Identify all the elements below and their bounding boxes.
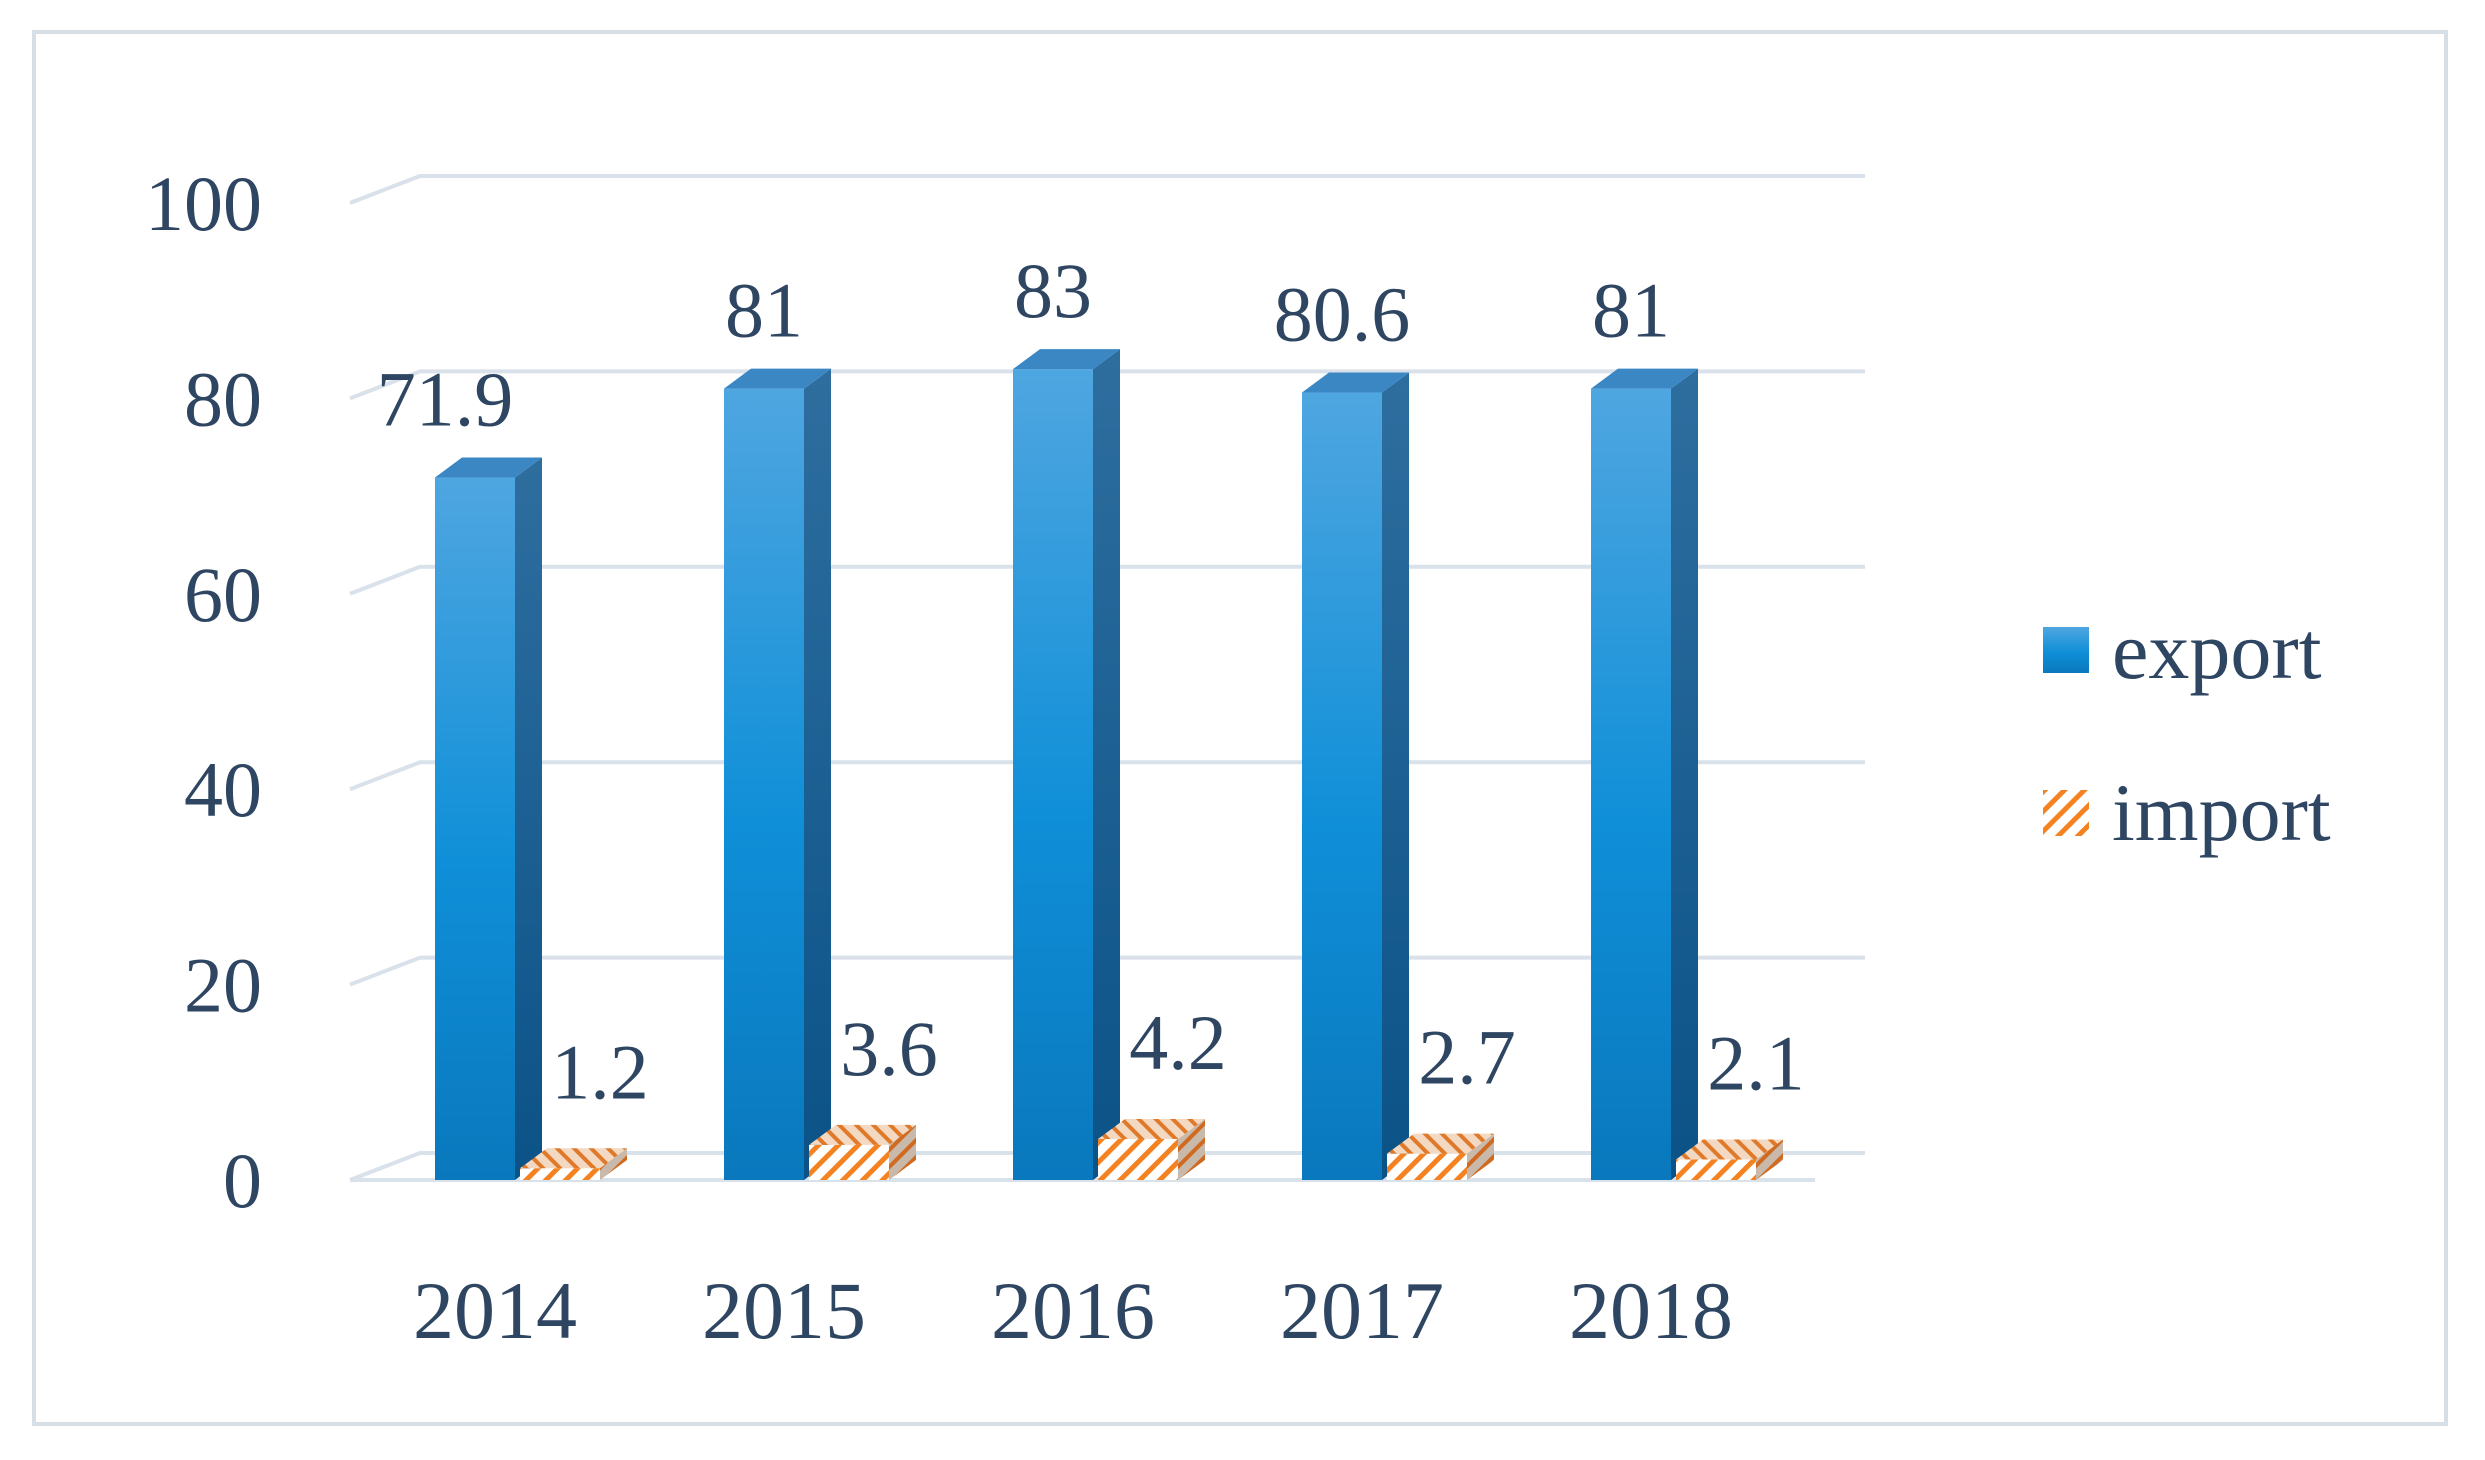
data-labels: 71.9 1.2 81 3.6 83 4.2 80.6 2.7 81 2.1 bbox=[377, 247, 1805, 1115]
x-axis: 2014 2015 2016 2017 2018 bbox=[413, 1265, 1733, 1356]
legend-label-import: import bbox=[2112, 767, 2331, 858]
bar-export bbox=[1013, 349, 1120, 1181]
data-label-import: 2.7 bbox=[1418, 1014, 1516, 1101]
x-tick-label: 2017 bbox=[1280, 1265, 1444, 1356]
bar-export bbox=[435, 457, 542, 1180]
y-tick-label: 40 bbox=[184, 746, 262, 833]
bar-export bbox=[1591, 368, 1698, 1180]
bar-export bbox=[724, 368, 831, 1180]
legend-swatch-export bbox=[2043, 627, 2089, 673]
bars bbox=[435, 349, 1783, 1181]
bar-import bbox=[1098, 1118, 1205, 1180]
gridline bbox=[349, 369, 1865, 401]
legend-swatch-import bbox=[2043, 790, 2089, 836]
data-label-export: 80.6 bbox=[1274, 271, 1411, 358]
x-tick-label: 2016 bbox=[991, 1265, 1155, 1356]
bar-import bbox=[1387, 1133, 1494, 1180]
legend-label-export: export bbox=[2112, 605, 2322, 696]
bar-import bbox=[809, 1124, 916, 1180]
bar-import bbox=[520, 1148, 627, 1180]
y-axis: 0 20 40 60 80 100 bbox=[145, 160, 262, 1224]
y-tick-label: 80 bbox=[184, 355, 262, 442]
y-tick-label: 100 bbox=[145, 160, 262, 247]
y-tick-label: 60 bbox=[184, 551, 262, 638]
legend: export import bbox=[2043, 605, 2331, 858]
data-label-export: 81 bbox=[1592, 267, 1670, 354]
data-label-import: 1.2 bbox=[551, 1028, 649, 1115]
x-tick-label: 2018 bbox=[1569, 1265, 1733, 1356]
data-label-export: 81 bbox=[725, 267, 803, 354]
bar-import bbox=[1676, 1139, 1783, 1180]
data-label-import: 4.2 bbox=[1129, 999, 1227, 1086]
gridline bbox=[349, 174, 1865, 205]
data-label-export: 83 bbox=[1014, 247, 1092, 334]
bar-export bbox=[1302, 372, 1409, 1181]
chart-frame bbox=[32, 30, 2448, 1426]
y-tick-label: 0 bbox=[223, 1137, 262, 1224]
x-tick-label: 2014 bbox=[413, 1265, 577, 1356]
data-label-import: 2.1 bbox=[1707, 1019, 1805, 1106]
data-label-import: 3.6 bbox=[840, 1005, 938, 1092]
x-tick-label: 2015 bbox=[702, 1265, 866, 1356]
data-label-export: 71.9 bbox=[377, 356, 514, 443]
y-tick-label: 20 bbox=[184, 942, 262, 1029]
